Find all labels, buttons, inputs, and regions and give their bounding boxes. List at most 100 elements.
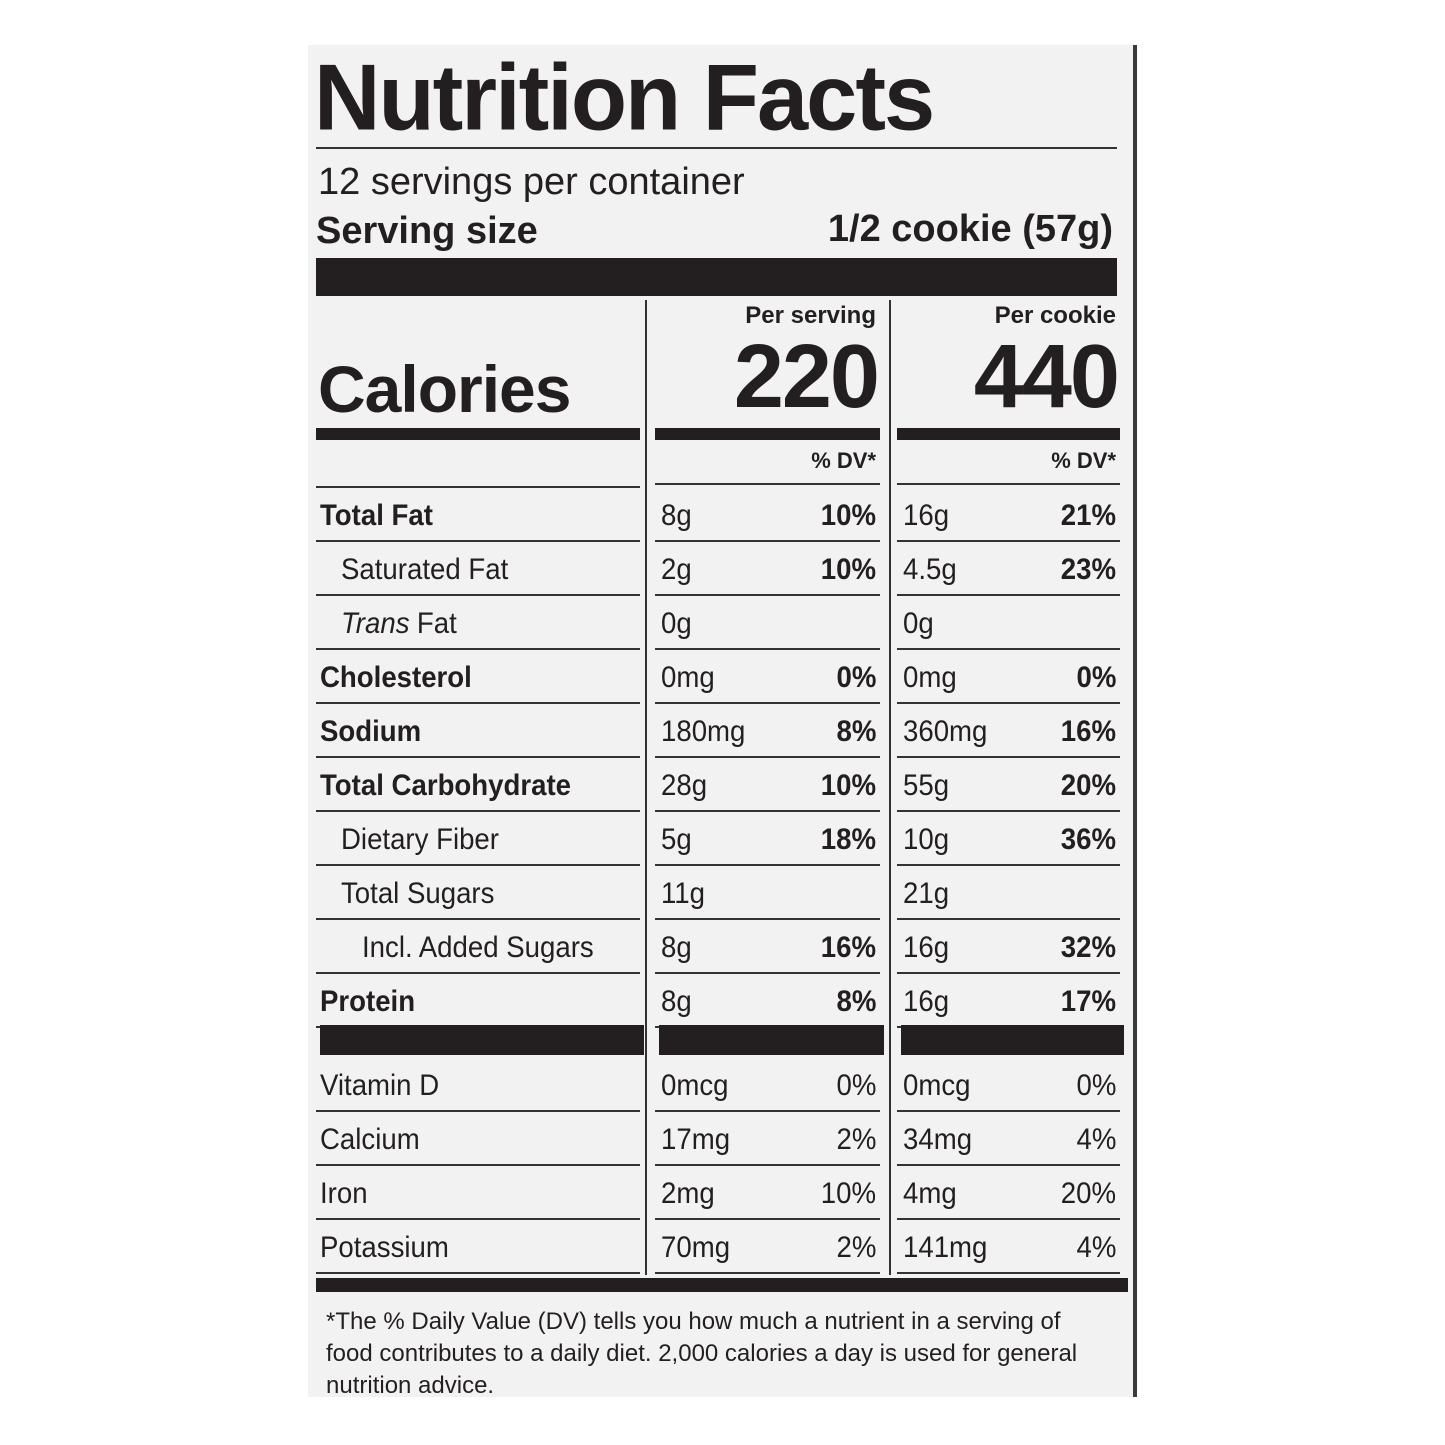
calories-bar [316,428,640,440]
daily-value: 0% [1076,661,1116,694]
nutrient-label: Iron [320,1177,368,1210]
nutrient-label: Potassium [320,1231,449,1264]
nutrient-label: Vitamin D [320,1069,440,1102]
daily-value: 4% [1076,1123,1116,1156]
nutrient-label: Calcium [320,1123,420,1156]
row-rule [655,756,880,758]
amount: 70mg [661,1231,731,1264]
amount: 180mg [661,715,746,748]
amount: 34mg [903,1123,973,1156]
amount: 55g [903,769,950,802]
daily-value: 10% [820,499,876,532]
amount: 16g [903,985,950,1018]
amount: 17mg [661,1123,731,1156]
nutrient-label: Dietary Fiber [341,823,499,856]
amount: 2mg [661,1177,715,1210]
amount: 360mg [903,715,988,748]
thick-bar [316,258,1117,296]
nutrient-label: Saturated Fat [341,553,509,586]
amount: 28g [661,769,708,802]
amount: 16g [903,499,950,532]
amount: 8g [661,931,692,964]
row-rule [655,594,880,596]
calories-bar [897,428,1120,440]
calories-value: 220 [733,327,880,427]
amount: 5g [661,823,692,856]
daily-value: 20% [1060,1177,1116,1210]
amount: 0mg [903,661,957,694]
row-rule [897,1110,1120,1112]
row-rule [897,1164,1120,1166]
amount: 2g [661,553,692,586]
title-rule [316,147,1117,149]
daily-value: 16% [1060,715,1116,748]
row-rule [897,702,1120,704]
daily-value: 0% [836,661,876,694]
row-rule [655,540,880,542]
row-rule [897,648,1120,650]
column-divider [645,300,647,1275]
vitamin-bar [659,1025,884,1055]
daily-value: 2% [836,1123,876,1156]
calories-bar [655,428,880,440]
amount: 0g [661,607,692,640]
label-part: Fat [416,607,457,640]
row-rule [655,1218,880,1220]
daily-value: 20% [1060,769,1116,802]
row-rule [316,810,640,812]
daily-value: 8% [836,715,876,748]
nutrient-label: Protein [320,985,416,1018]
amount: 141mg [903,1231,988,1264]
vitamin-bar [901,1025,1124,1055]
row-rule [897,594,1120,596]
row-rule [655,1272,880,1274]
daily-value: 23% [1060,553,1116,586]
daily-value: 17% [1060,985,1116,1018]
daily-value: 16% [820,931,876,964]
row-rule [655,972,880,974]
label-part: Trans [341,607,410,640]
amount: 4mg [903,1177,957,1210]
row-rule [316,648,640,650]
row-rule [897,483,1120,485]
row-rule [655,1164,880,1166]
nutrient-label: Total Sugars [341,877,495,910]
amount: 11g [661,877,706,910]
column-divider [889,300,891,1275]
row-rule [316,486,640,488]
daily-value: 4% [1076,1231,1116,1264]
row-rule [897,1218,1120,1220]
row-rule [655,648,880,650]
nutrient-label: Total Carbohydrate [320,769,571,802]
amount: 0mcg [661,1069,729,1102]
nutrient-label: Total Fat [320,499,433,532]
amount: 4.5g [903,553,957,586]
row-rule [897,918,1120,920]
row-rule [316,1164,640,1166]
daily-value: 36% [1060,823,1116,856]
daily-value: 10% [820,1177,876,1210]
daily-value: 0% [1076,1069,1116,1102]
daily-value: 10% [820,553,876,586]
amount: 0g [903,607,934,640]
daily-value: 21% [1060,499,1116,532]
daily-value: 8% [836,985,876,1018]
dv-header: % DV* [811,448,876,473]
dv-header: % DV* [1051,448,1116,473]
amount: 8g [661,985,692,1018]
row-rule [655,702,880,704]
row-rule [316,1218,640,1220]
nutrient-label: Trans Fat [341,609,457,639]
row-rule [655,810,880,812]
calories-label: Calories [318,352,571,426]
daily-value: 10% [820,769,876,802]
bottom-bar [316,1278,1128,1292]
row-rule [897,756,1120,758]
amount: 0mcg [903,1069,971,1102]
calories-header: Per cookie [994,302,1116,329]
amount: 0mg [661,661,715,694]
row-rule [655,483,880,485]
row-rule [655,1110,880,1112]
row-rule [316,972,640,974]
